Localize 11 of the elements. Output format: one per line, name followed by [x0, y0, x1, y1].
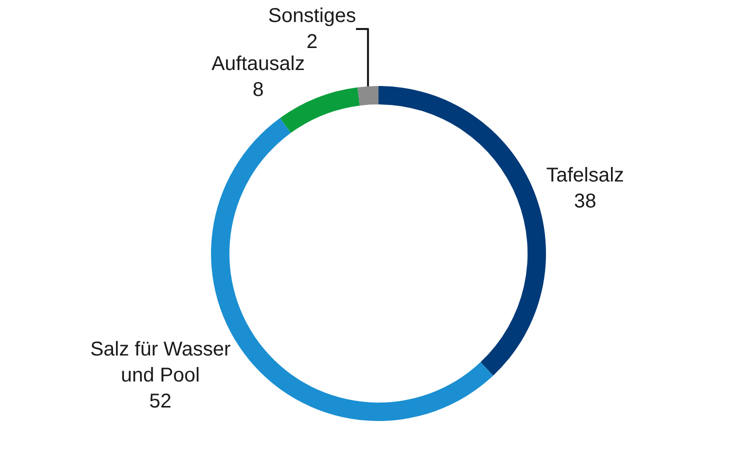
donut-slice	[378, 86, 546, 376]
slice-label: Tafelsalz	[546, 164, 624, 187]
data-label: 2	[306, 31, 318, 54]
donut-slice	[358, 86, 378, 106]
data-label: 52	[149, 390, 172, 412]
donut-slice	[280, 87, 360, 133]
data-label: 8	[252, 79, 264, 102]
data-label: 38	[574, 190, 596, 213]
slice-label: Salz für Wasser und Pool	[90, 338, 231, 386]
slice-label: Sonstiges	[268, 5, 356, 28]
slice-label: Auftausalz	[211, 53, 305, 76]
